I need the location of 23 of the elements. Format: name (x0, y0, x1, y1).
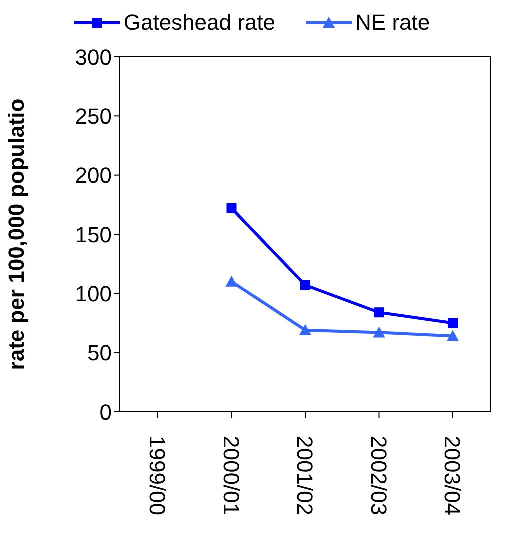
point (448, 318, 458, 328)
point (373, 326, 386, 338)
x-tick-label: 2002/03 (366, 436, 392, 516)
x-tick-label: 2000/01 (218, 436, 244, 516)
y-tick-label: 50 (88, 340, 112, 366)
y-axis-title: rate per 100,000 populatio (4, 98, 29, 370)
point (300, 280, 310, 290)
y-tick-label: 200 (75, 163, 112, 188)
point (226, 203, 237, 214)
y-tick-label: 150 (75, 222, 112, 248)
x-tick-label: 2001/02 (292, 436, 318, 516)
point (226, 276, 238, 287)
legend-label: Gateshead rate (124, 10, 276, 36)
legend-label: NE rate (356, 10, 430, 36)
point (374, 308, 384, 318)
point (447, 330, 459, 342)
y-tick-label: 250 (75, 104, 112, 129)
y-tick-label: 300 (75, 44, 112, 70)
x-tick-label: 1999/00 (145, 436, 170, 516)
point (300, 324, 312, 336)
x-tick-label: 2003/04 (440, 436, 465, 516)
y-tick-label: 0 (100, 400, 112, 425)
y-tick-label: 100 (75, 281, 112, 306)
